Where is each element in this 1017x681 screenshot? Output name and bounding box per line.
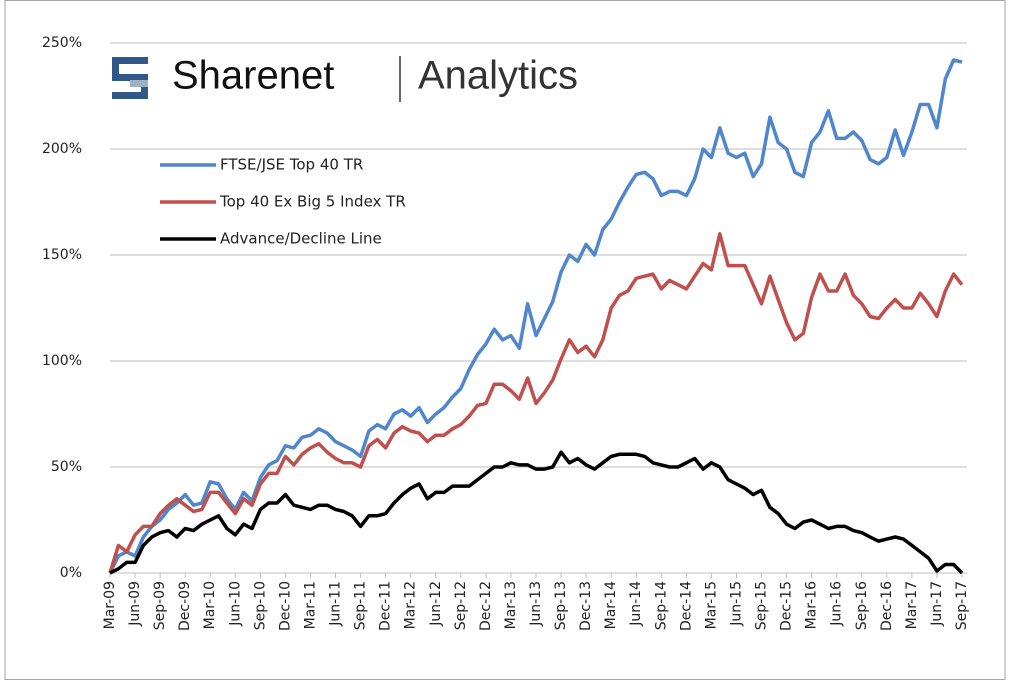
x-tick-label: Mar-11 [302, 581, 318, 629]
x-tick-label: Jun-17 [929, 581, 945, 627]
x-tick-label: Jun-13 [528, 581, 544, 627]
x-tick-label: Sep-09 [152, 581, 168, 630]
x-tick-label: Mar-12 [403, 581, 419, 629]
x-tick-label: Dec-10 [277, 581, 293, 631]
y-tick-label: 0% [60, 565, 82, 581]
legend-label: Top 40 Ex Big 5 Index TR [219, 193, 406, 211]
x-tick-label: Dec-13 [578, 581, 594, 631]
x-tick-label: Sep-13 [553, 581, 569, 630]
x-tick-label: Dec-15 [779, 581, 795, 631]
legend-label: Advance/Decline Line [220, 230, 382, 248]
x-tick-label: Sep-12 [453, 581, 469, 630]
logo-brand: Sharenet [172, 54, 334, 98]
line-series [108, 232, 964, 574]
logo: Sharenet Analytics [110, 54, 578, 102]
x-tick-label: Jun-09 [127, 581, 143, 627]
x-tick-label: Jun-16 [829, 581, 845, 627]
line-series [109, 450, 964, 575]
x-tick-label: Sep-16 [854, 581, 870, 630]
x-tick-label: Sep-17 [954, 581, 970, 630]
x-tick-label: Mar-14 [603, 581, 619, 629]
logo-icon [112, 57, 148, 99]
y-tick-label: 50% [51, 459, 82, 475]
legend-label: FTSE/JSE Top 40 TR [220, 156, 363, 174]
x-tick-label: Mar-15 [703, 581, 719, 629]
x-tick-label: Mar-13 [503, 581, 519, 629]
y-tick-label: 200% [42, 141, 82, 157]
x-tick-label: Jun-12 [428, 581, 444, 627]
x-tick-label: Sep-14 [653, 581, 669, 630]
x-tick-label: Dec-11 [378, 581, 394, 631]
x-tick-label: Sep-10 [252, 581, 268, 630]
x-tick-label: Sep-11 [353, 581, 369, 630]
x-tick-label: Dec-09 [177, 581, 193, 631]
logo-product: Analytics [418, 54, 578, 98]
x-tick-label: Sep-15 [754, 581, 770, 630]
x-tick-label: Dec-16 [879, 581, 895, 631]
x-tick-label: Mar-16 [804, 581, 820, 629]
x-tick-label: Jun-14 [628, 581, 644, 627]
x-tick-label: Jun-15 [728, 581, 744, 627]
x-tick-label: Jun-10 [227, 581, 243, 627]
logo-icon [130, 80, 148, 87]
x-tick-label: Mar-09 [102, 581, 118, 629]
x-tick-label: Jun-11 [328, 581, 344, 627]
x-tick-label: Dec-12 [478, 581, 494, 631]
x-tick-label: Dec-14 [678, 581, 694, 631]
y-tick-label: 100% [42, 353, 82, 369]
y-tick-label: 150% [42, 247, 82, 263]
x-tick-label: Mar-17 [904, 581, 920, 629]
x-tick-label: Mar-10 [202, 581, 218, 629]
y-tick-label: 250% [42, 35, 82, 51]
